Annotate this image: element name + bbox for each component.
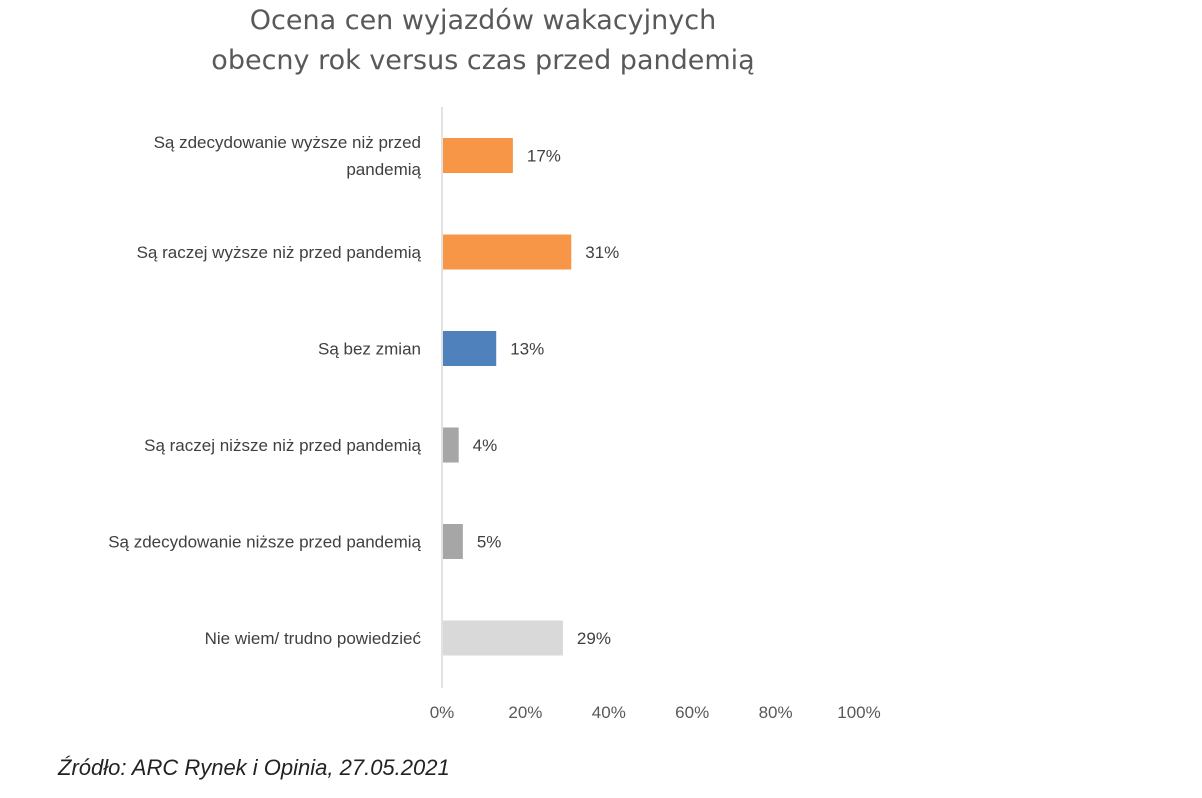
x-tick-label: 20% xyxy=(508,703,542,722)
data-label: 13% xyxy=(510,340,544,359)
data-label: 29% xyxy=(577,629,611,648)
bar xyxy=(443,234,572,270)
category-label: Są bez zmian xyxy=(318,340,421,359)
data-label: 31% xyxy=(585,243,619,262)
source-note: Źródło: ARC Rynek i Opinia, 27.05.2021 xyxy=(58,755,450,780)
bar xyxy=(443,524,463,559)
category-label: Są zdecydowanie niższe przed pandemią xyxy=(108,533,421,552)
category-label: Są zdecydowanie wyższe niż przed xyxy=(154,133,421,152)
bar xyxy=(443,331,497,366)
bar xyxy=(443,427,459,463)
x-tick-label: 100% xyxy=(837,703,880,722)
category-label: pandemią xyxy=(346,160,421,179)
data-label: 17% xyxy=(527,147,561,166)
bar xyxy=(443,620,563,656)
category-label: Są raczej wyższe niż przed pandemią xyxy=(137,243,422,262)
data-label: 5% xyxy=(477,533,502,552)
x-tick-label: 80% xyxy=(759,703,793,722)
data-label: 4% xyxy=(473,436,498,455)
chart-title-line-1: Ocena cen wyjazdów wakacyjnych xyxy=(249,5,717,36)
chart-title-line-2: obecny rok versus czas przed pandemią xyxy=(211,45,755,76)
bar-chart: 17% Są zdecydowanie wyższe niż przed pande… xyxy=(108,107,881,722)
category-label: Są raczej niższe niż przed pandemią xyxy=(144,436,421,455)
x-tick-label: 40% xyxy=(592,703,626,722)
x-tick-label: 0% xyxy=(430,703,455,722)
bar xyxy=(443,138,513,173)
category-label: Nie wiem/ trudno powiedzieć xyxy=(205,629,422,648)
x-tick-label: 60% xyxy=(675,703,709,722)
